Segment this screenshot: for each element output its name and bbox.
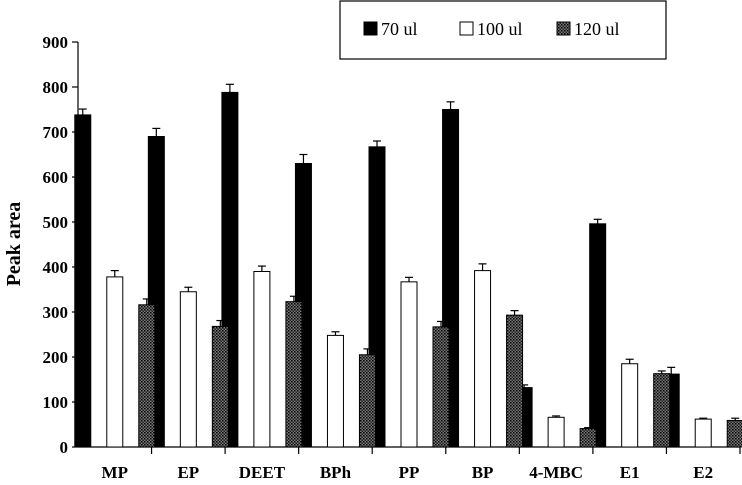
bar-3-bph bbox=[358, 354, 376, 448]
bar-2-bph bbox=[326, 334, 344, 448]
axes: 0 100 200 300 400 500 600 700 800 900 MP EP DEET BPh P… bbox=[43, 33, 741, 482]
legend-swatch bbox=[556, 21, 571, 36]
y-tick-label: 800 bbox=[43, 78, 69, 97]
bar-1-mp bbox=[74, 114, 92, 448]
legend-label: 120 ul bbox=[574, 19, 620, 39]
y-tick-label: 300 bbox=[43, 303, 69, 322]
y-tick-label: 200 bbox=[43, 348, 69, 367]
bar-3-deet bbox=[285, 301, 303, 448]
bar-2-e2 bbox=[694, 418, 712, 448]
legend-swatch bbox=[459, 21, 474, 36]
bar-3-e2 bbox=[726, 419, 742, 448]
bar-3-e1 bbox=[653, 373, 671, 448]
x-tick-label: DEET bbox=[239, 463, 286, 482]
x-tick-label: E1 bbox=[620, 463, 640, 482]
y-tick-label: 0 bbox=[60, 438, 69, 457]
bar-2-ep bbox=[179, 291, 197, 448]
bar-3-bp bbox=[506, 314, 524, 448]
legend-label: 70 ul bbox=[381, 19, 418, 39]
x-tick-label: MP bbox=[102, 463, 128, 482]
legend-label: 100 ul bbox=[477, 19, 523, 39]
y-tick-label: 900 bbox=[43, 33, 69, 52]
x-tick-label: BPh bbox=[320, 463, 352, 482]
bar-3-ep bbox=[211, 325, 229, 448]
bar-2-e1 bbox=[621, 363, 639, 448]
bar-2-4-mbc bbox=[547, 416, 565, 448]
bar-3-mp bbox=[138, 304, 156, 448]
bars bbox=[74, 83, 742, 448]
bar-3-pp bbox=[432, 326, 450, 448]
x-tick-label: 4-MBC bbox=[529, 463, 583, 482]
bar-2-deet bbox=[253, 271, 271, 448]
legend-box bbox=[339, 0, 667, 60]
bar-3-4-mbc bbox=[579, 428, 597, 448]
y-tick-label: 100 bbox=[43, 393, 69, 412]
legend-swatch bbox=[363, 21, 378, 36]
bar-1-e1 bbox=[589, 223, 607, 448]
legend: 70 ul 100 ul 120 ul bbox=[339, 0, 667, 60]
x-tick-label: E2 bbox=[693, 463, 713, 482]
y-tick-label: 600 bbox=[43, 168, 69, 187]
y-tick-label: 700 bbox=[43, 123, 69, 142]
x-tick-label: BP bbox=[472, 463, 494, 482]
bar-2-mp bbox=[106, 276, 124, 448]
x-tick-label: PP bbox=[399, 463, 420, 482]
x-tick-label: EP bbox=[177, 463, 199, 482]
bar-2-bp bbox=[474, 270, 492, 448]
y-tick-label: 400 bbox=[43, 258, 69, 277]
y-axis-label: Peak area bbox=[3, 202, 25, 287]
bar-2-pp bbox=[400, 281, 418, 448]
y-tick-label: 500 bbox=[43, 213, 69, 232]
